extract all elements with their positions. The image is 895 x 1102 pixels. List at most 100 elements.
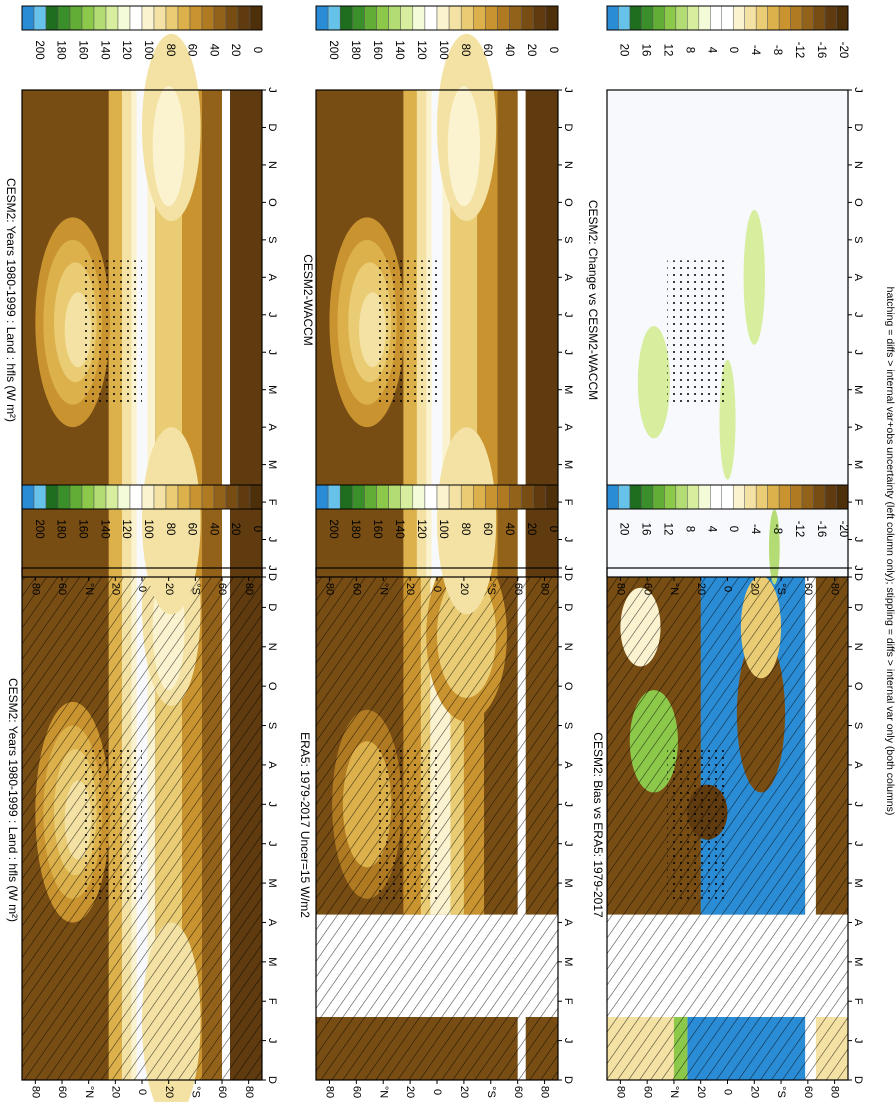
colorbar-swatch [545,5,559,31]
colorbar-label: 180 [349,40,361,59]
colorbar-swatch [824,484,837,510]
lat-tick-label: °N [668,583,680,595]
lat-tick-label: 0 [136,586,148,592]
month-tick-label: J [852,565,864,571]
month-tick-label: N [852,643,864,651]
colorbar-swatch [189,5,203,31]
colorbar-swatch [732,5,745,31]
colorbar-label: 4 [705,526,717,533]
colorbar-swatch [153,484,167,510]
colorbar-swatch [485,484,498,510]
colorbar-swatch [412,484,426,510]
month-tick-label: M [562,957,574,966]
colorbar-label: 20 [229,44,241,57]
month-tick-label: A [852,274,864,282]
colorbar-swatch [473,484,486,510]
lat-tick-label: 80 [539,583,551,595]
month-tick-label: J [852,312,864,318]
colorbar-swatch [225,5,239,31]
colorbar-swatch [364,484,377,510]
panel-title: ERA5: 1979-2017 Uncer=15 W/m2 [298,732,312,918]
month-tick-label: D [852,573,864,581]
colorbar-label: -8 [771,524,783,534]
lat-tick-label: 20 [458,1086,470,1098]
panel-title: CESM2: Years 1980-1999 : Land : hfls (W … [4,178,18,422]
colorbar-swatch [327,484,341,510]
colorbar-swatch [165,5,179,31]
month-tick-label: O [266,682,278,691]
colorbar-label: -8 [771,45,783,55]
colorbar-swatch [698,5,711,31]
footnote: hatching = diffs > internal var+obs unce… [884,287,895,816]
lat-tick-label: 60 [216,1086,228,1098]
month-tick-label: J [852,87,864,93]
colorbar-swatch [687,5,700,31]
lat-tick-label: °S [775,1086,787,1098]
colorbar-label: 100 [142,519,154,538]
month-tick-label: O [852,198,864,207]
month-tick-label: N [562,643,574,651]
colorbar-swatch [33,484,47,510]
month-tick-label: J [266,1038,278,1044]
colorbar-swatch [315,5,329,31]
lat-tick-label: 20 [109,583,121,595]
colorbar-swatch [81,5,95,31]
month-tick-label: F [852,499,864,506]
colorbar-swatch [521,5,535,31]
month-tick-label: M [266,385,278,394]
lat-tick-label: 20 [404,1086,416,1098]
month-tick-label: J [266,349,278,355]
month-tick-label: J [266,312,278,318]
colorbar-label: 140 [393,40,405,59]
colorbar-label: 8 [683,526,695,532]
lat-tick-label: 0 [136,1089,148,1095]
colorbar-label: -16 [815,42,827,59]
colorbar-label: 200 [327,519,339,538]
colorbar-label: 12 [661,44,673,57]
stippling [82,260,142,407]
lat-tick-label: °N [668,1086,680,1098]
month-tick-label: M [266,957,278,966]
colorbar-swatch [57,484,71,510]
month-tick-label: N [266,161,278,169]
month-tick-label: S [266,722,278,729]
lat-tick-label: 20 [458,583,470,595]
month-tick-label: F [266,499,278,506]
colorbar-label: -16 [815,521,827,538]
colorbar-swatch [81,484,95,510]
colorbar-swatch [460,5,474,31]
lat-tick-label: °N [83,583,95,595]
colorbar-swatch [755,484,768,510]
month-tick-label: M [852,878,864,887]
colorbar-swatch [213,484,227,510]
colorbar-label: 80 [459,44,471,57]
stippling [376,747,437,901]
month-tick-label: J [852,1038,864,1044]
month-tick-label: S [562,236,574,243]
colorbar-label: 0 [251,526,263,532]
colorbar-label: 0 [251,47,263,53]
colorbar-label: 20 [618,523,630,536]
colorbar-label: -20 [837,521,849,538]
colorbar-swatch [460,484,474,510]
colorbar-swatch [424,5,438,31]
colorbar-swatch [545,484,559,510]
colorbar-swatch [732,484,745,510]
colorbar: 20 16 12 8 4 0 -4 -8 -12 -16 -20 [606,484,849,538]
colorbar-label: 80 [164,44,176,57]
month-tick-label: D [562,603,574,611]
colorbar-label: 4 [705,47,717,54]
lat-tick-label: 60 [350,1086,362,1098]
lat-tick-label: 0 [722,1089,734,1095]
colorbar-swatch [93,484,107,510]
month-tick-label: O [562,198,574,207]
month-tick-label: O [562,682,574,691]
colorbar-swatch [400,5,414,31]
month-tick-label: J [852,349,864,355]
colorbar-swatch [69,5,83,31]
month-tick-label: J [852,841,864,847]
month-tick-label: M [562,460,574,469]
lat-tick-label: 80 [29,1086,41,1098]
colorbar-swatch [606,5,619,31]
month-tick-label: J [562,802,574,808]
